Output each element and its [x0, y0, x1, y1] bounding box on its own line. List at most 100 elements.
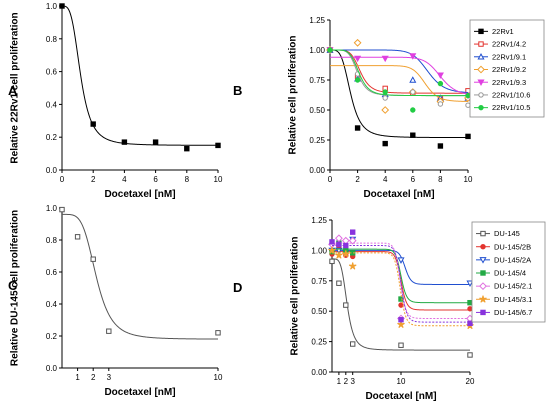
data-point: [328, 246, 336, 254]
data-point: [467, 306, 473, 312]
y-tick-label: 0.2: [46, 133, 58, 142]
data-point: [59, 3, 65, 9]
y-tick-label: 0.6: [46, 268, 58, 277]
legend-label: 22Rv1/10.5: [492, 103, 530, 112]
data-point: [410, 107, 416, 113]
data-point: [354, 55, 362, 63]
y-tick-label: 0.00: [311, 368, 327, 377]
legend-label: 22Rv1: [492, 27, 514, 36]
x-axis-title: Docetaxel [nM]: [363, 189, 434, 200]
x-tick-label: 10: [214, 373, 223, 382]
data-point: [59, 206, 65, 213]
data-point: [480, 230, 486, 237]
panel-b: B 0.00 0.25 0.50 0.75 1.00 1.25 0 2 4 6 8 10 Docetaxe…: [233, 16, 545, 200]
data-point: [353, 38, 362, 47]
x-tick-label: 10: [397, 377, 406, 386]
panel-a: A 0.0 0.2 0.4 0.6 0.8 1.0 0 2 4 6 8 10 Docetaxel [nM]…: [8, 2, 223, 200]
data-point: [327, 47, 333, 53]
data-point: [350, 229, 356, 235]
data-point: [329, 239, 335, 245]
y-axis-title: Relative DU-145 cell proliferation: [10, 210, 21, 366]
data-point: [348, 262, 357, 270]
panel-letter: B: [233, 83, 242, 98]
legend-label: DU-145/2B: [494, 242, 531, 251]
x-tick-label: 8: [438, 175, 443, 184]
x-tick-label: 1: [75, 373, 80, 382]
data-point: [398, 317, 404, 323]
data-point: [215, 330, 221, 336]
y-tick-label: 0.75: [309, 76, 325, 85]
data-point: [465, 92, 471, 99]
data-point: [465, 133, 471, 140]
data-point: [436, 72, 444, 79]
fit-curve: [332, 252, 470, 327]
x-tick-label: 2: [91, 175, 96, 184]
x-tick-label: 8: [185, 175, 190, 184]
fit-curve: [330, 56, 469, 95]
legend-label: 22Rv1/9.1: [492, 52, 526, 61]
data-point: [354, 77, 361, 83]
y-tick-label: 0.4: [46, 100, 58, 109]
data-point: [465, 102, 471, 108]
data-point: [467, 320, 473, 327]
y-tick-label: 0.25: [309, 136, 325, 145]
legend-label: DU-145/4: [494, 269, 526, 278]
x-tick-label: 1: [337, 377, 342, 386]
data-point: [397, 257, 405, 264]
y-axis-title: Relative cell proliferation: [290, 237, 301, 356]
y-tick-label: 0.8: [46, 236, 58, 245]
y-tick-label: 1.25: [309, 16, 325, 25]
data-point: [382, 95, 388, 101]
data-point: [480, 309, 486, 316]
data-point: [382, 89, 388, 95]
data-point: [354, 125, 361, 131]
fit-curve: [62, 213, 218, 340]
x-axis-title: Docetaxel [nM]: [104, 189, 175, 200]
panel-letter: C: [8, 278, 18, 293]
data-point: [479, 295, 487, 303]
y-axis-title: Relative cell proliferation: [288, 36, 299, 155]
y-axis-title: Relative 22Rv1 cell proliferation: [10, 12, 21, 163]
data-point: [409, 76, 417, 83]
data-point: [90, 121, 96, 127]
x-tick-label: 3: [107, 373, 112, 382]
data-point: [342, 250, 350, 258]
data-point: [382, 140, 388, 147]
x-tick-label: 6: [153, 175, 158, 184]
y-tick-label: 0.00: [309, 166, 325, 175]
data-point: [477, 79, 485, 86]
y-tick-label: 0.50: [311, 307, 327, 316]
data-point: [398, 302, 404, 308]
fit-curve: [332, 245, 470, 323]
legend-label: DU-145/2A: [494, 255, 531, 264]
fit-curve: [332, 248, 470, 304]
data-point: [381, 55, 389, 63]
legend-label: 22Rv1/4.2: [492, 40, 526, 49]
legend: DU-145 DU-145/2B DU-145/2A DU-145/4 DU-145/2…: [471, 221, 546, 323]
panel-d: D 0.00 0.25 0.50 0.75 1.00 1.25 1 2 3 10 20 Docetaxe…: [233, 216, 546, 402]
legend-label: DU-145: [494, 229, 520, 238]
fit-curve: [332, 258, 470, 351]
x-tick-label: 2: [91, 373, 96, 382]
data-point: [334, 234, 343, 243]
data-point: [397, 320, 405, 328]
x-tick-label: 2: [344, 377, 349, 386]
fit-curve: [62, 5, 218, 146]
x-tick-label: 6: [411, 175, 416, 184]
data-point: [336, 241, 342, 248]
data-point: [479, 282, 487, 291]
x-tick-label: 10: [214, 175, 223, 184]
x-axis-title: Docetaxel [nM]: [365, 391, 436, 402]
legend: 22Rv1 22Rv1/4.2 22Rv1/9.1 22Rv1/9.2 22Rv1/9.…: [469, 19, 545, 118]
legend-label: DU-145/3.1: [494, 295, 532, 304]
data-point: [478, 28, 484, 35]
y-tick-label: 0.50: [309, 106, 325, 115]
fit-curve: [330, 49, 469, 139]
x-tick-label: 3: [350, 377, 355, 386]
x-tick-label: 20: [466, 377, 475, 386]
data-point: [480, 244, 486, 250]
data-point: [437, 143, 444, 149]
y-tick-label: 0.0: [46, 364, 58, 373]
data-point: [381, 106, 390, 114]
